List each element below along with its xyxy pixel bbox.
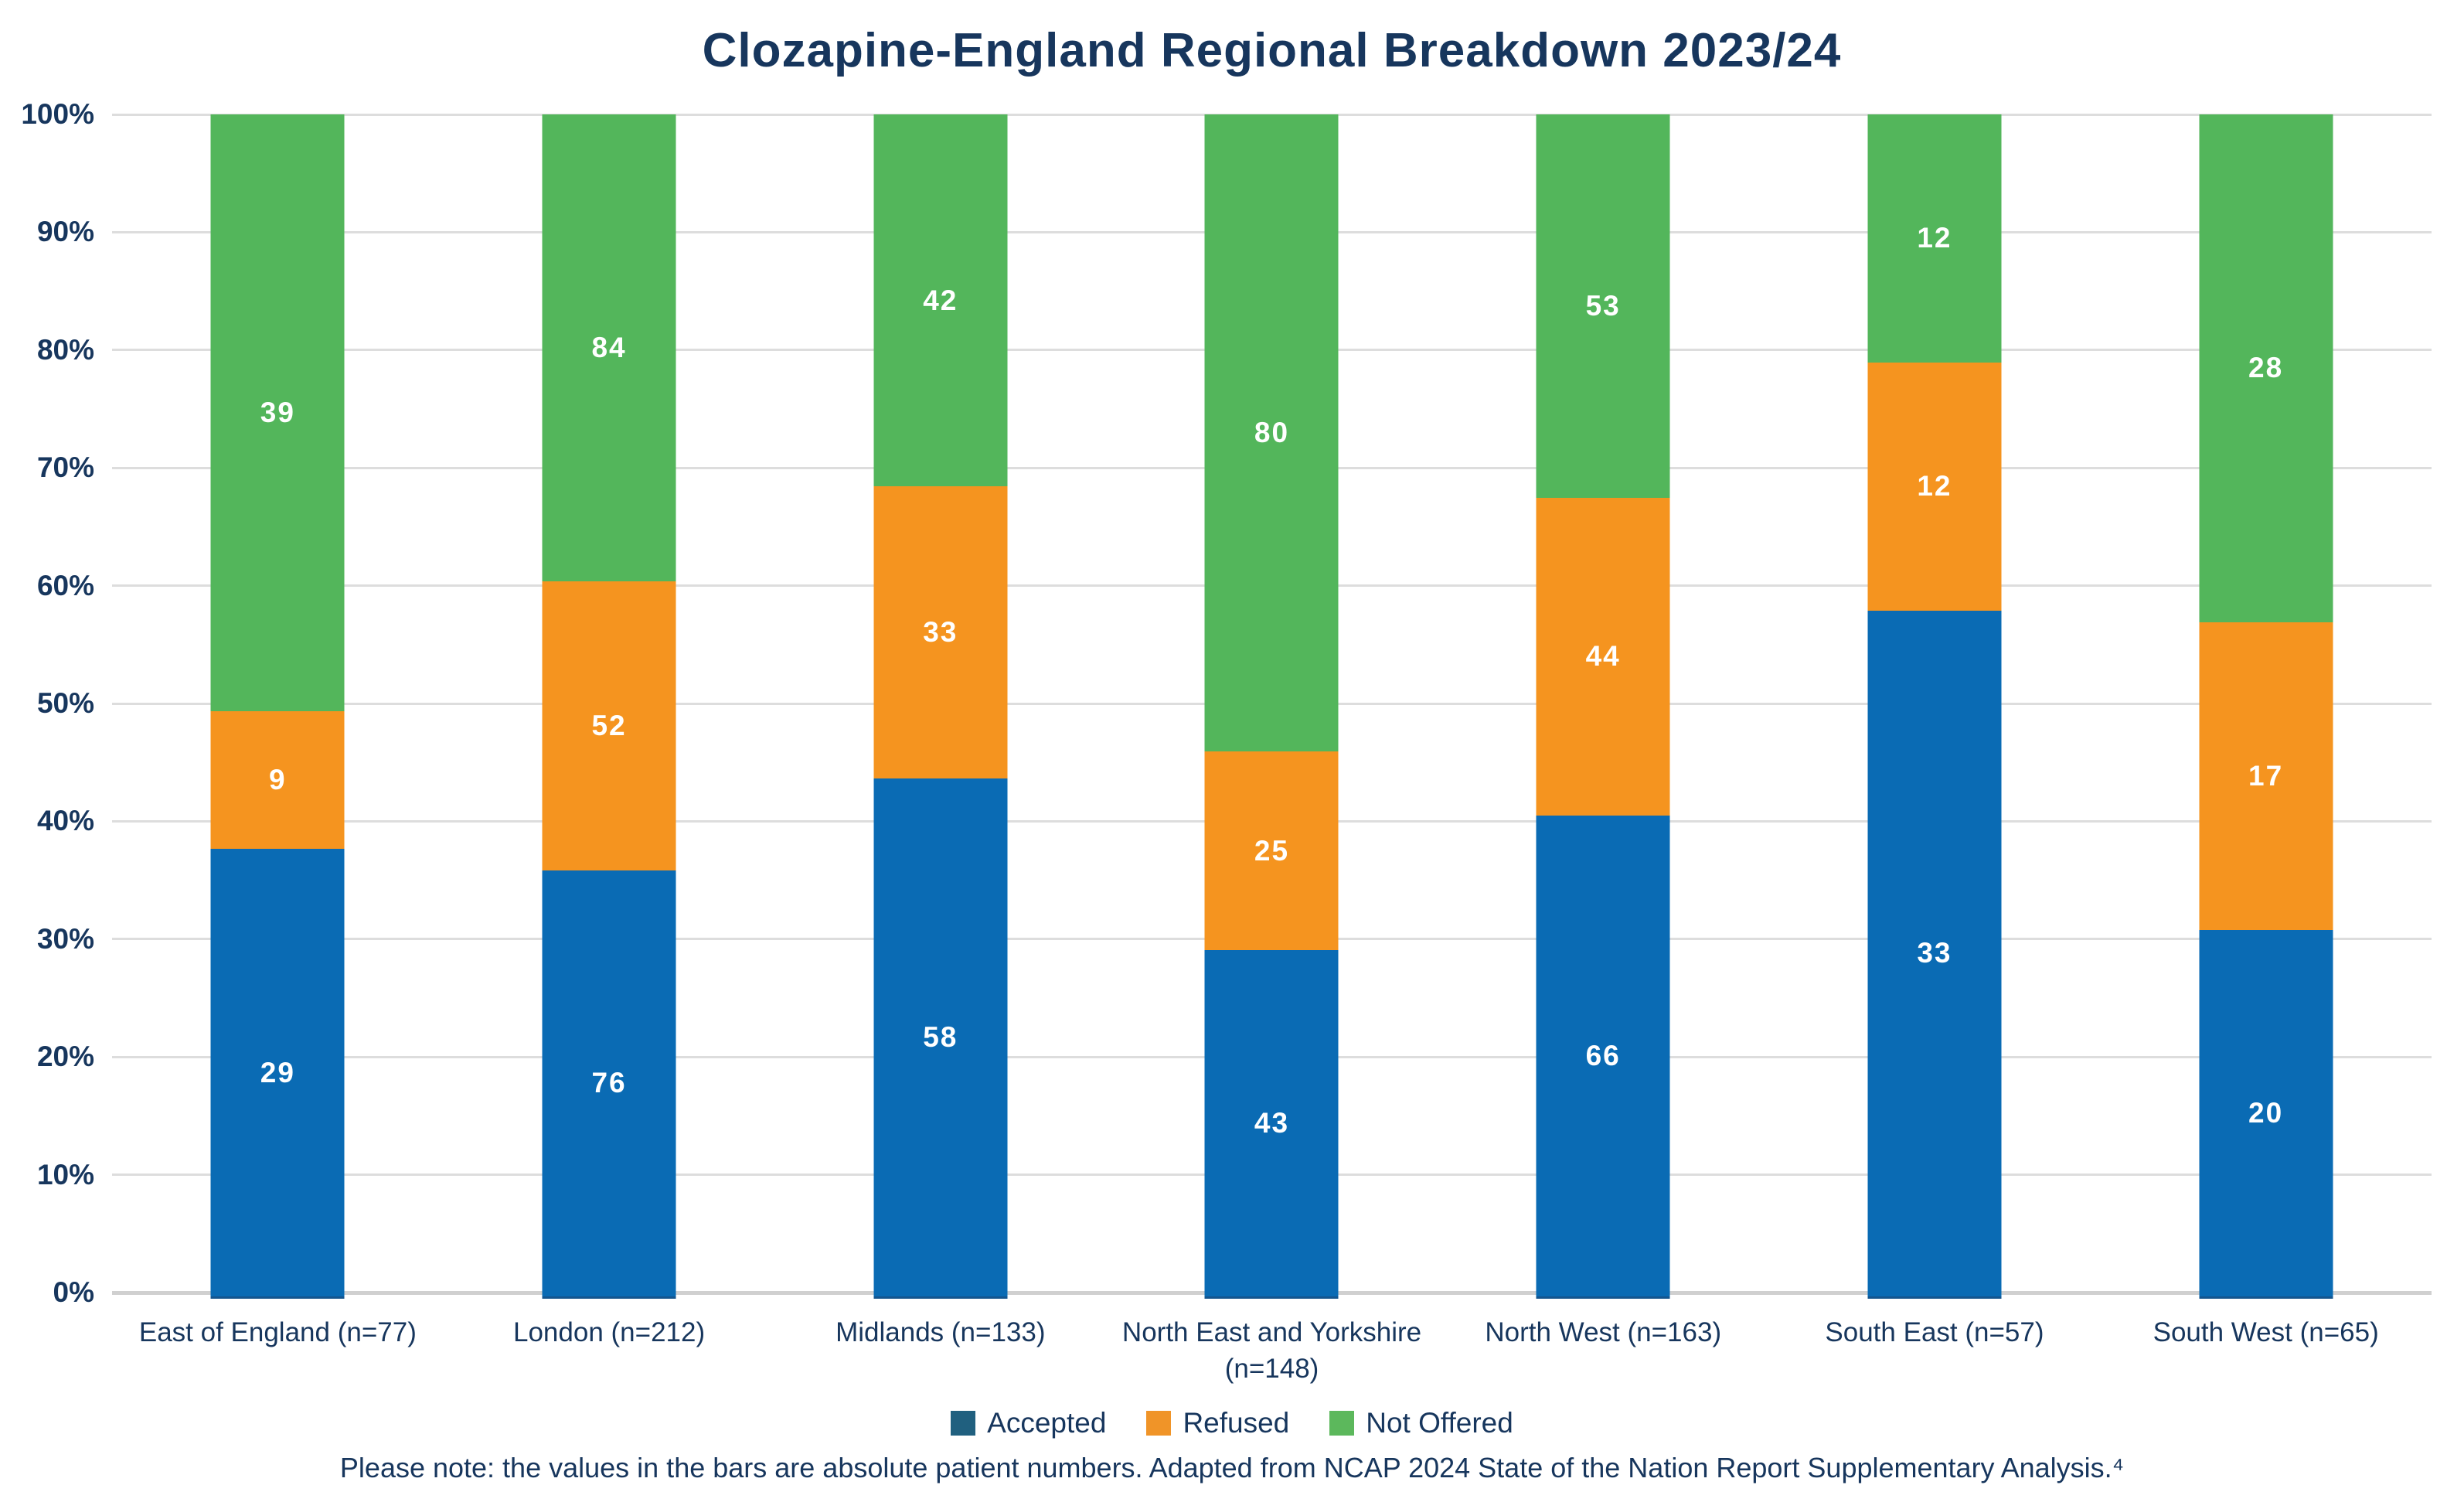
- bar-value-label: 33: [1917, 937, 1952, 969]
- y-tick-label: 10%: [36, 1158, 94, 1191]
- bar-column: 12 12 33: [1769, 114, 2101, 1299]
- bar-segment-refused: 44: [1536, 497, 1670, 816]
- y-tick-label: 50%: [36, 687, 94, 719]
- bar-segment-accepted: 20: [2199, 930, 2333, 1296]
- bar-segment-refused: 25: [1204, 751, 1339, 951]
- bar-value-label: 80: [1254, 416, 1290, 448]
- x-category-label: Midlands (n=133): [836, 1317, 1046, 1347]
- bar-column: 80 25 43: [1106, 114, 1438, 1299]
- bar-value-label: 66: [1585, 1039, 1621, 1071]
- x-axis-labels: East of England (n=77) London (n=212) Midl…: [112, 1314, 2432, 1388]
- gridline: [112, 113, 2432, 116]
- legend-item-refused: Refused: [1146, 1407, 1289, 1439]
- bar-segment-refused: 12: [1867, 362, 2002, 611]
- bar-value-label: 39: [260, 396, 295, 428]
- stacked-bar: 53 44 66: [1536, 114, 1670, 1299]
- stacked-bar: 28 17 20: [2199, 114, 2333, 1299]
- legend-label: Accepted: [987, 1407, 1107, 1439]
- y-tick-label: 100%: [21, 98, 94, 130]
- bar-value-label: 76: [591, 1067, 627, 1099]
- bar-segment-not-offered: 42: [873, 114, 1008, 487]
- stacked-bar: 39 9 29: [210, 114, 345, 1299]
- bar-column: 28 17 20: [2100, 114, 2432, 1299]
- stacked-bar: 12 12 33: [1867, 114, 2002, 1299]
- legend: Accepted Refused Not Offered: [0, 1407, 2464, 1439]
- y-axis-labels: 0% 10% 20% 30% 40% 50% 60% 70% 80% 90% 100%: [0, 98, 94, 1308]
- y-tick-label: 90%: [36, 216, 94, 248]
- bar-value-label: 12: [1917, 222, 1952, 254]
- bar-segment-accepted: 43: [1204, 950, 1339, 1296]
- y-tick-label: 40%: [36, 805, 94, 837]
- bar-value-label: 42: [923, 284, 958, 316]
- bar-segment-not-offered: 28: [2199, 114, 2333, 622]
- legend-swatch-icon: [1329, 1411, 1355, 1436]
- stacked-bar: 42 33 58: [873, 114, 1008, 1299]
- bar-value-label: 12: [1917, 470, 1952, 502]
- legend-label: Not Offered: [1366, 1407, 1513, 1439]
- footnote: Please note: the values in the bars are …: [339, 1452, 2125, 1483]
- x-category-label: North West (n=163): [1485, 1317, 1722, 1347]
- bar-segment-refused: 17: [2199, 622, 2333, 931]
- x-category-label: London (n=212): [513, 1317, 706, 1347]
- bar-segment-accepted: 33: [1867, 610, 2002, 1296]
- y-tick-label: 80%: [36, 333, 94, 366]
- bar-column: 53 44 66: [1438, 114, 1769, 1299]
- x-category-label: South West (n=65): [2153, 1317, 2379, 1347]
- legend-item-accepted: Accepted: [951, 1407, 1106, 1439]
- y-tick-label: 30%: [36, 922, 94, 955]
- bar-value-label: 17: [2248, 759, 2284, 792]
- bar-segment-not-offered: 84: [542, 114, 676, 581]
- bar-column: 42 33 58: [774, 114, 1106, 1299]
- bar-value-label: 58: [923, 1021, 958, 1054]
- legend-swatch-icon: [1146, 1411, 1172, 1436]
- bar-value-label: 44: [1585, 640, 1621, 673]
- bar-segment-accepted: 29: [210, 849, 345, 1296]
- bar-value-label: 53: [1585, 289, 1621, 322]
- bar-value-label: 52: [591, 709, 627, 741]
- bar-segment-not-offered: 53: [1536, 114, 1670, 498]
- bar-segment-refused: 9: [210, 710, 345, 850]
- x-category-label: East of England (n=77): [138, 1317, 417, 1347]
- bar-value-label: 84: [591, 331, 627, 363]
- bar-value-label: 28: [2248, 352, 2284, 384]
- bar-segment-accepted: 66: [1536, 815, 1670, 1296]
- bar-segment-not-offered: 80: [1204, 114, 1339, 751]
- y-tick-label: 20%: [36, 1041, 94, 1073]
- bar-segment-accepted: 58: [873, 778, 1008, 1296]
- bar-segment-refused: 52: [542, 581, 676, 870]
- chart-title: Clozapine-England Regional Breakdown 202…: [702, 24, 1842, 77]
- bar-segment-not-offered: 12: [1867, 114, 2002, 363]
- y-tick-label: 60%: [36, 569, 94, 601]
- x-category-label: North East and Yorkshire (n=148): [1121, 1317, 1422, 1385]
- stacked-bar: 80 25 43: [1204, 114, 1339, 1299]
- legend-item-not-offered: Not Offered: [1329, 1407, 1513, 1439]
- legend-label: Refused: [1183, 1407, 1290, 1439]
- bars-layer: 39 9 29 84 52 76 42 33 58 80 25 43 53 44 66 12 12 33 28 17 2…: [112, 114, 2432, 1299]
- bar-segment-not-offered: 39: [210, 114, 345, 711]
- y-tick-label: 70%: [36, 451, 94, 484]
- x-category-label: South East (n=57): [1825, 1317, 2044, 1347]
- stacked-bar: 84 52 76: [542, 114, 676, 1299]
- bar-value-label: 9: [269, 763, 287, 795]
- bar-column: 39 9 29: [112, 114, 444, 1299]
- bar-segment-accepted: 76: [542, 870, 676, 1296]
- y-tick-label: 0%: [53, 1276, 94, 1308]
- bar-value-label: 20: [2248, 1097, 2284, 1129]
- bar-value-label: 33: [923, 616, 958, 649]
- bar-segment-refused: 33: [873, 486, 1008, 779]
- bar-value-label: 43: [1254, 1107, 1290, 1139]
- bar-value-label: 25: [1254, 834, 1290, 867]
- bar-value-label: 29: [260, 1056, 295, 1088]
- bar-column: 84 52 76: [444, 114, 775, 1299]
- legend-swatch-icon: [951, 1411, 976, 1436]
